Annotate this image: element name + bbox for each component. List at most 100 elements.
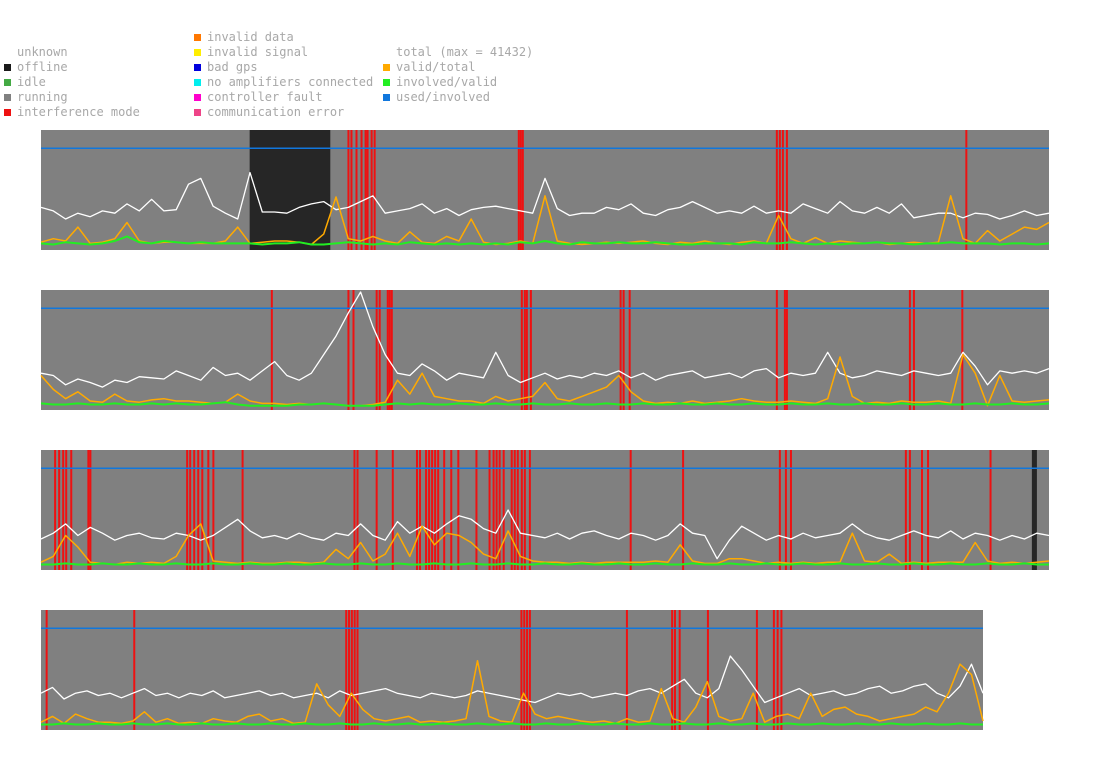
- legend-label: unknown: [17, 45, 68, 59]
- interference-mark: [904, 450, 907, 570]
- interference-mark: [207, 450, 210, 570]
- interference-mark: [437, 450, 440, 570]
- interference-mark: [70, 450, 73, 570]
- interference-mark: [517, 130, 520, 250]
- interference-mark: [197, 450, 200, 570]
- interference-mark: [378, 290, 381, 410]
- legend-item-running: running: [4, 90, 140, 105]
- involved-valid-line: [40, 235, 1050, 246]
- legend-item-offline: offline: [4, 60, 140, 75]
- strip-3: [40, 450, 1050, 570]
- total-line: [40, 291, 1050, 388]
- involved-valid-line: [40, 401, 1050, 407]
- offline-segment: [249, 130, 331, 250]
- interference-mark: [375, 290, 378, 410]
- interference-mark: [776, 610, 779, 730]
- interference-mark: [513, 450, 516, 570]
- interference-mark: [526, 610, 529, 730]
- strip-2: [40, 290, 1050, 410]
- interference-mark: [352, 290, 355, 410]
- legend-swatch: [194, 64, 201, 71]
- interference-mark: [425, 450, 428, 570]
- interference-mark: [912, 290, 915, 410]
- interference-mark: [920, 450, 923, 570]
- interference-mark: [785, 130, 788, 250]
- interference-mark: [789, 450, 792, 570]
- interference-mark: [457, 450, 460, 570]
- legend-label: invalid data: [207, 30, 294, 44]
- interference-mark: [434, 450, 437, 570]
- interference-mark: [521, 130, 524, 250]
- interference-mark: [523, 610, 526, 730]
- legend-item-invalid-signal: invalid signal: [194, 45, 373, 60]
- legend-item-no-amplifiers: no amplifiers connected: [194, 75, 373, 90]
- interference-mark: [212, 450, 215, 570]
- interference-mark: [671, 610, 674, 730]
- legend-status: unknown offline idle running interferenc…: [4, 45, 140, 120]
- legend-swatch: [194, 109, 201, 116]
- interference-mark: [89, 450, 92, 570]
- interference-mark: [523, 290, 526, 410]
- involved-valid-line: [41, 562, 1049, 566]
- interference-mark: [87, 450, 90, 570]
- legend-swatch: [4, 79, 11, 86]
- interference-mark: [908, 290, 911, 410]
- legend-item-communication-error: communication error: [194, 105, 373, 120]
- interference-mark: [529, 290, 532, 410]
- total-line: [40, 655, 984, 704]
- interference-mark: [201, 450, 204, 570]
- legend-item-controller-fault: controller fault: [194, 90, 373, 105]
- interference-mark: [353, 610, 356, 730]
- legend-swatch: [4, 109, 11, 116]
- legend-swatch: [383, 79, 390, 86]
- interference-mark: [961, 290, 964, 410]
- interference-mark: [390, 290, 393, 410]
- interference-mark: [241, 450, 244, 570]
- legend-label: interference mode: [17, 105, 140, 119]
- legend-item-interference-mode: interference mode: [4, 105, 140, 120]
- legend-label: total (max = 41432): [396, 45, 534, 59]
- interference-mark: [65, 450, 68, 570]
- legend-label: no amplifiers connected: [207, 75, 374, 89]
- interference-mark: [443, 450, 446, 570]
- legend-swatch: [383, 94, 390, 101]
- interference-mark: [520, 290, 523, 410]
- legend-swatch: [383, 64, 390, 71]
- interference-mark: [780, 610, 783, 730]
- interference-mark: [391, 450, 394, 570]
- interference-mark: [350, 130, 353, 250]
- interference-mark: [502, 450, 505, 570]
- interference-mark: [775, 130, 778, 250]
- interference-mark: [781, 130, 784, 250]
- interference-mark: [375, 450, 378, 570]
- interference-mark: [450, 450, 453, 570]
- interference-mark: [45, 610, 48, 730]
- interference-mark: [366, 130, 369, 250]
- interference-mark: [133, 610, 136, 730]
- offline-segment: [1031, 450, 1037, 570]
- interference-mark: [431, 450, 434, 570]
- legend-swatch: [194, 34, 201, 41]
- interference-mark: [492, 450, 495, 570]
- interference-mark: [428, 450, 431, 570]
- interference-mark: [785, 290, 788, 410]
- legend-label: invalid signal: [207, 45, 309, 59]
- involved-valid-line: [41, 722, 983, 726]
- legend-swatch: [194, 49, 201, 56]
- interference-mark: [908, 450, 911, 570]
- interference-mark: [989, 450, 992, 570]
- interference-mark: [528, 610, 531, 730]
- legend-item-unknown: unknown: [4, 45, 140, 60]
- interference-mark: [519, 130, 522, 250]
- interference-mark: [775, 290, 778, 410]
- interference-mark: [419, 450, 422, 570]
- interference-mark: [370, 130, 373, 250]
- interference-mark: [475, 450, 478, 570]
- legend-item-invalid-data: invalid data: [194, 30, 373, 45]
- interference-mark: [778, 130, 781, 250]
- legend-ratios: total (max = 41432) valid/total involved…: [383, 45, 533, 105]
- legend-label: bad gps: [207, 60, 258, 74]
- legend-swatch: [194, 94, 201, 101]
- strip-4: [40, 610, 984, 730]
- interference-mark: [350, 610, 353, 730]
